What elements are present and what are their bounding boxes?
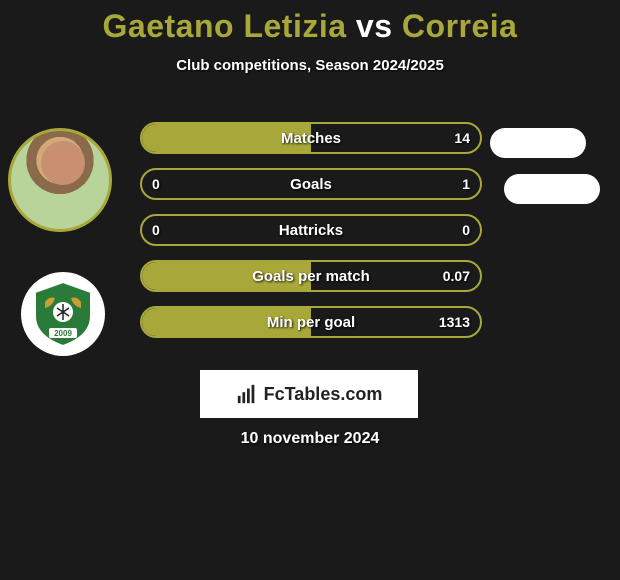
branding-text: FcTables.com <box>264 384 383 405</box>
stat-value-right: 1313 <box>439 314 470 330</box>
branding-box: FcTables.com <box>200 370 418 418</box>
player1-avatar <box>8 128 112 232</box>
stat-row: Goals per match0.07 <box>140 260 482 292</box>
snapshot-date: 10 november 2024 <box>0 430 620 448</box>
club-year: 2009 <box>54 329 72 338</box>
stat-value-right: 1 <box>462 176 470 192</box>
season-subtitle: Club competitions, Season 2024/2025 <box>0 57 620 74</box>
stat-label: Matches <box>142 130 480 147</box>
comparison-pill <box>504 174 600 204</box>
stats-container: Matches140Goals10Hattricks0Goals per mat… <box>140 122 482 352</box>
stat-label: Goals per match <box>142 268 480 285</box>
player1-column: 2009 <box>8 128 118 356</box>
stat-row: 0Hattricks0 <box>140 214 482 246</box>
stat-row: 0Goals1 <box>140 168 482 200</box>
fctables-logo-icon <box>236 383 258 405</box>
vs-separator: vs <box>356 8 393 44</box>
comparison-pill <box>490 128 586 158</box>
stat-label: Goals <box>142 176 480 193</box>
stat-row: Min per goal1313 <box>140 306 482 338</box>
stat-value-right: 0 <box>462 222 470 238</box>
stat-value-right: 14 <box>454 130 470 146</box>
stat-label: Hattricks <box>142 222 480 239</box>
club-shield-icon: 2009 <box>27 278 99 350</box>
stat-row: Matches14 <box>140 122 482 154</box>
stat-label: Min per goal <box>142 314 480 331</box>
player1-club-badge: 2009 <box>21 272 105 356</box>
player2-name: Correia <box>402 8 518 44</box>
stat-value-right: 0.07 <box>443 268 470 284</box>
comparison-title: Gaetano Letizia vs Correia <box>0 0 620 45</box>
player1-name: Gaetano Letizia <box>103 8 347 44</box>
